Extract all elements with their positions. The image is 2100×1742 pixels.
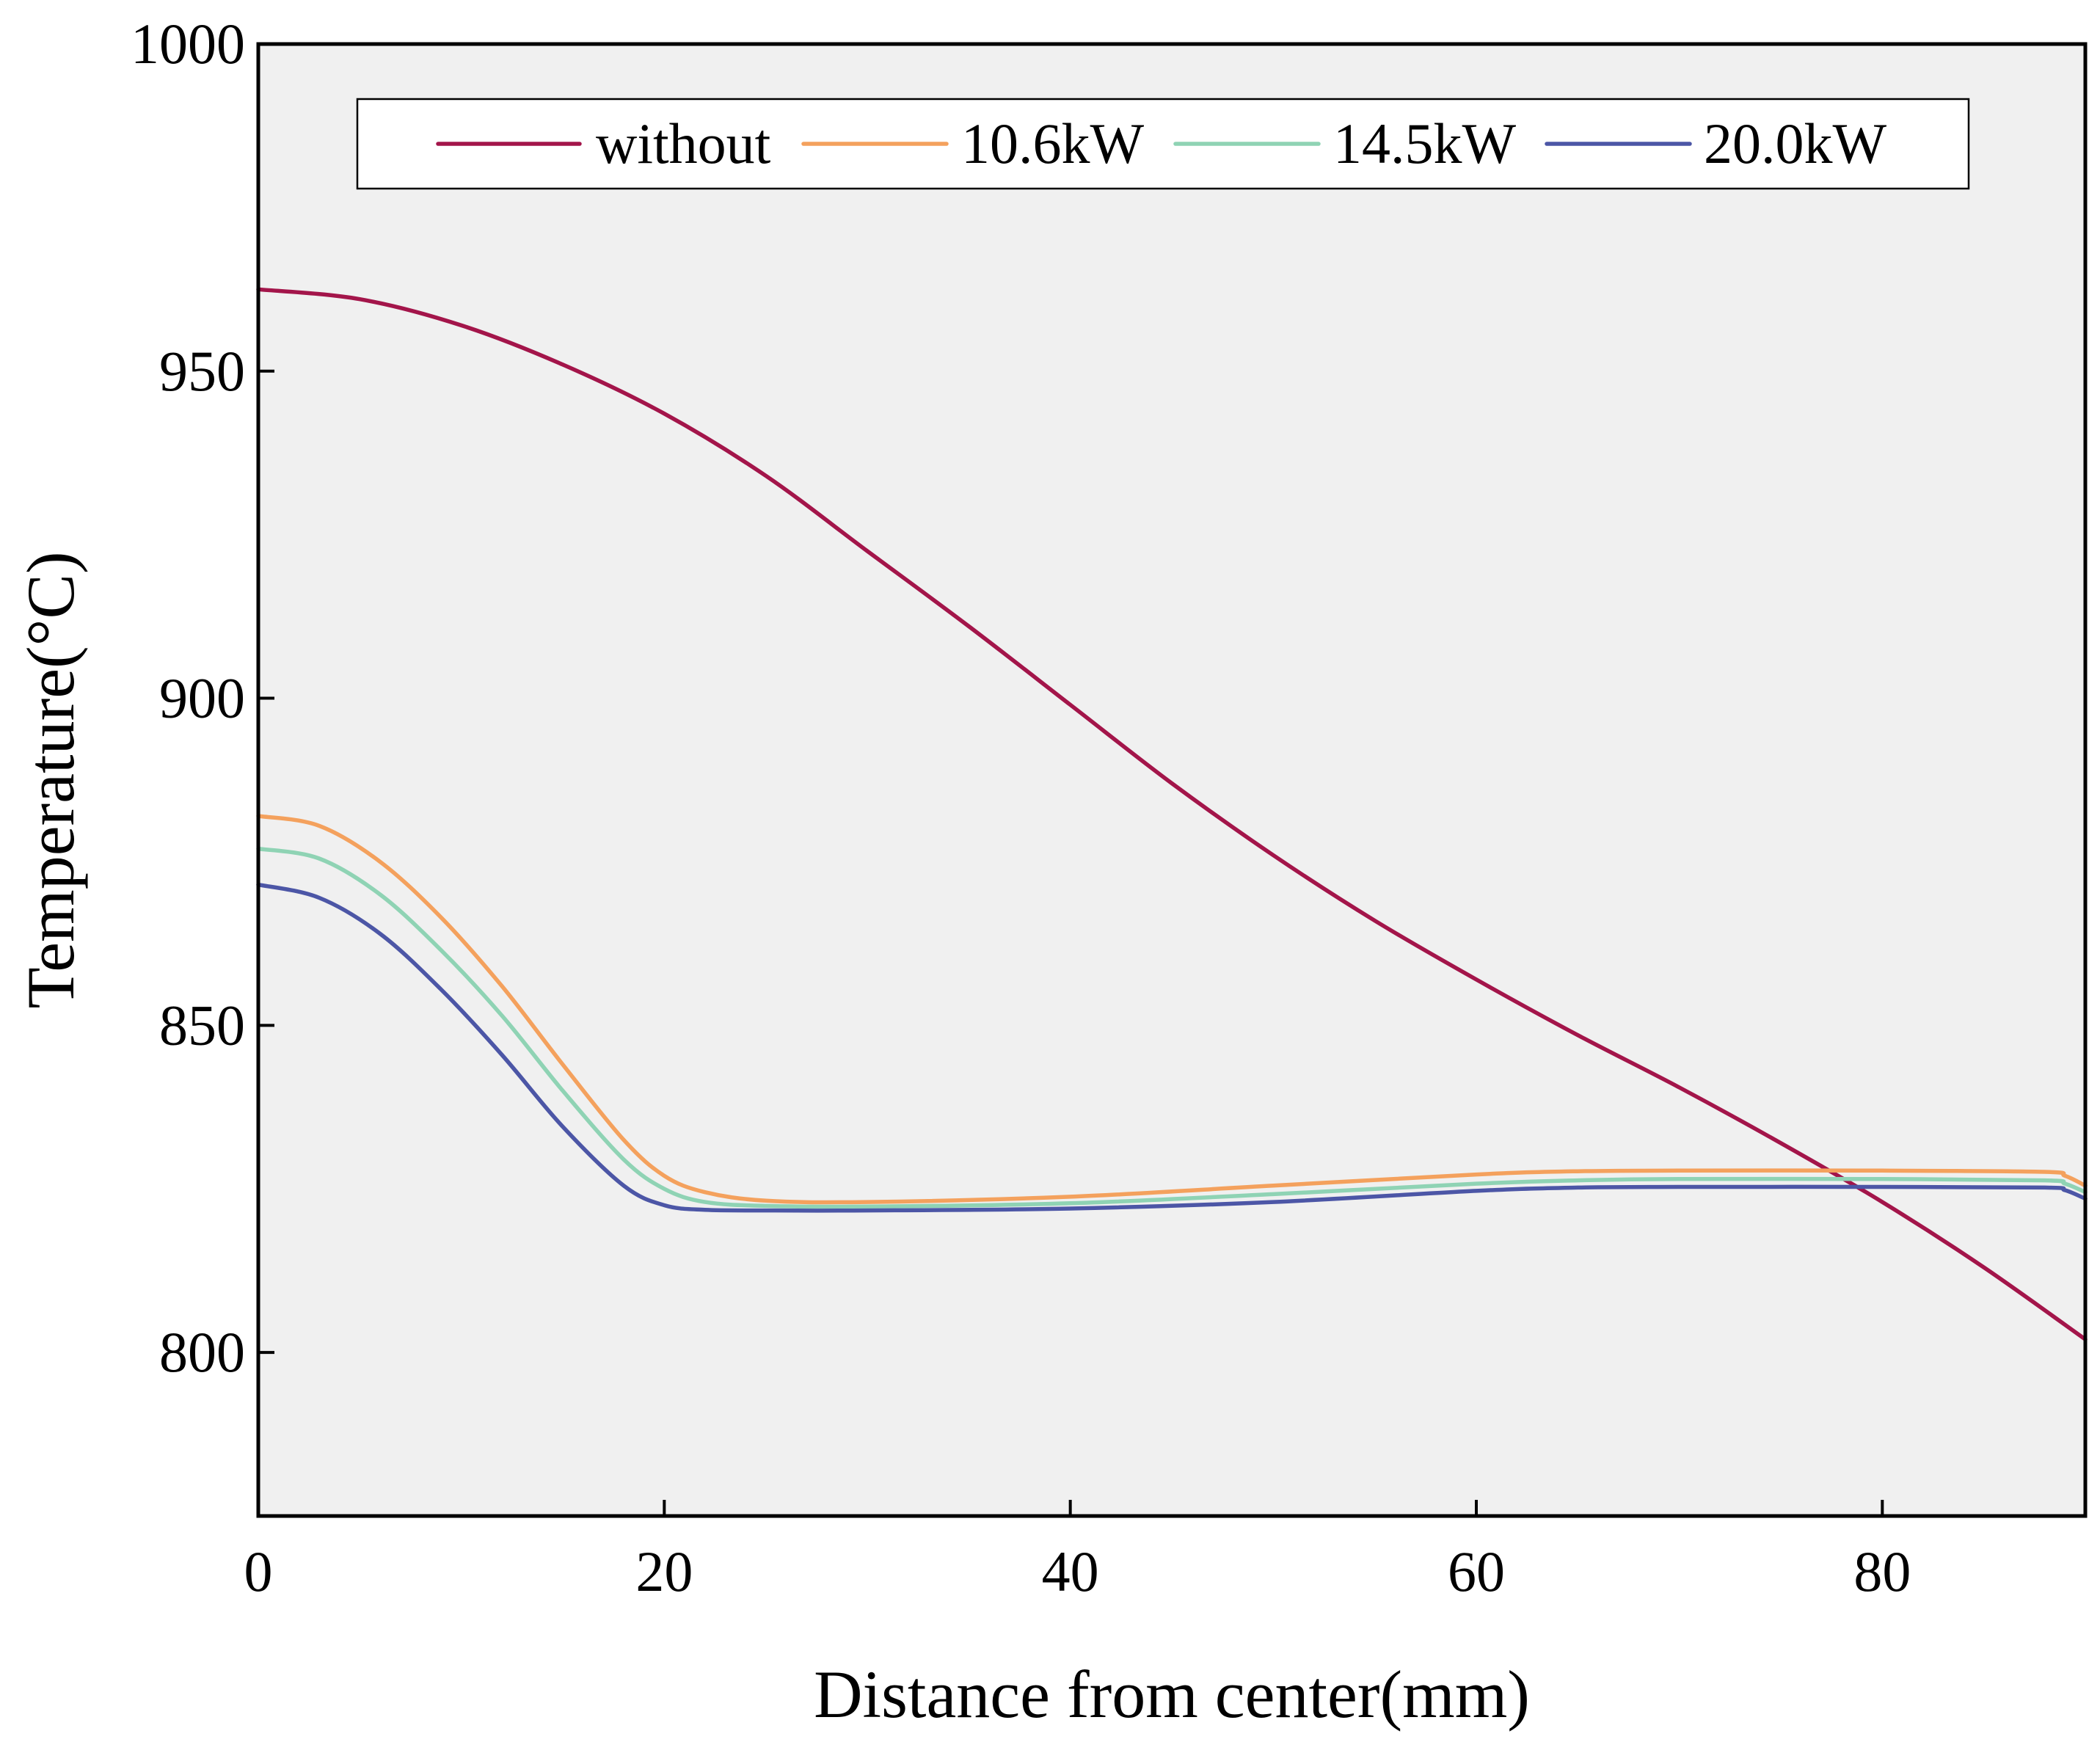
plot-frame <box>256 42 2088 1518</box>
series-line-20-0kw <box>256 882 2088 1213</box>
x-tick-label: 60 <box>1448 1539 1505 1603</box>
y-tick-label: 950 <box>159 339 245 403</box>
legend-label-10-6kw: 10.6kW <box>961 112 1145 175</box>
plot-area <box>258 44 2085 1516</box>
series-layer <box>256 287 2088 1342</box>
x-tick-label: 40 <box>1042 1539 1099 1603</box>
y-axis-title: Temperature(°C) <box>13 552 88 1009</box>
series-line-without <box>256 287 2088 1342</box>
legend-label-14-5kw: 14.5kW <box>1333 112 1517 175</box>
series-line-14-5kw <box>256 846 2088 1209</box>
y-tick-label: 1000 <box>131 12 245 76</box>
legend-label-20-0kw: 20.0kW <box>1704 112 1887 175</box>
legend-label-without: without <box>596 112 771 175</box>
y-tick-label: 800 <box>159 1320 245 1384</box>
y-tick-label: 900 <box>159 666 245 730</box>
legend: without 10.6kW 14.5kW 20.0kW <box>356 98 1970 190</box>
y-tick-label: 850 <box>159 993 245 1057</box>
legend-box <box>356 98 1970 190</box>
x-axis-title: Distance from center(mm) <box>814 1657 1530 1732</box>
x-tick-label: 80 <box>1853 1539 1911 1603</box>
x-tick-label: 20 <box>635 1539 693 1603</box>
ticks-layer: 0 20 40 60 80 800 850 900 950 1000 <box>131 12 1911 1603</box>
x-tick-label: 0 <box>244 1539 273 1603</box>
series-line-10-6kw <box>256 814 2088 1205</box>
